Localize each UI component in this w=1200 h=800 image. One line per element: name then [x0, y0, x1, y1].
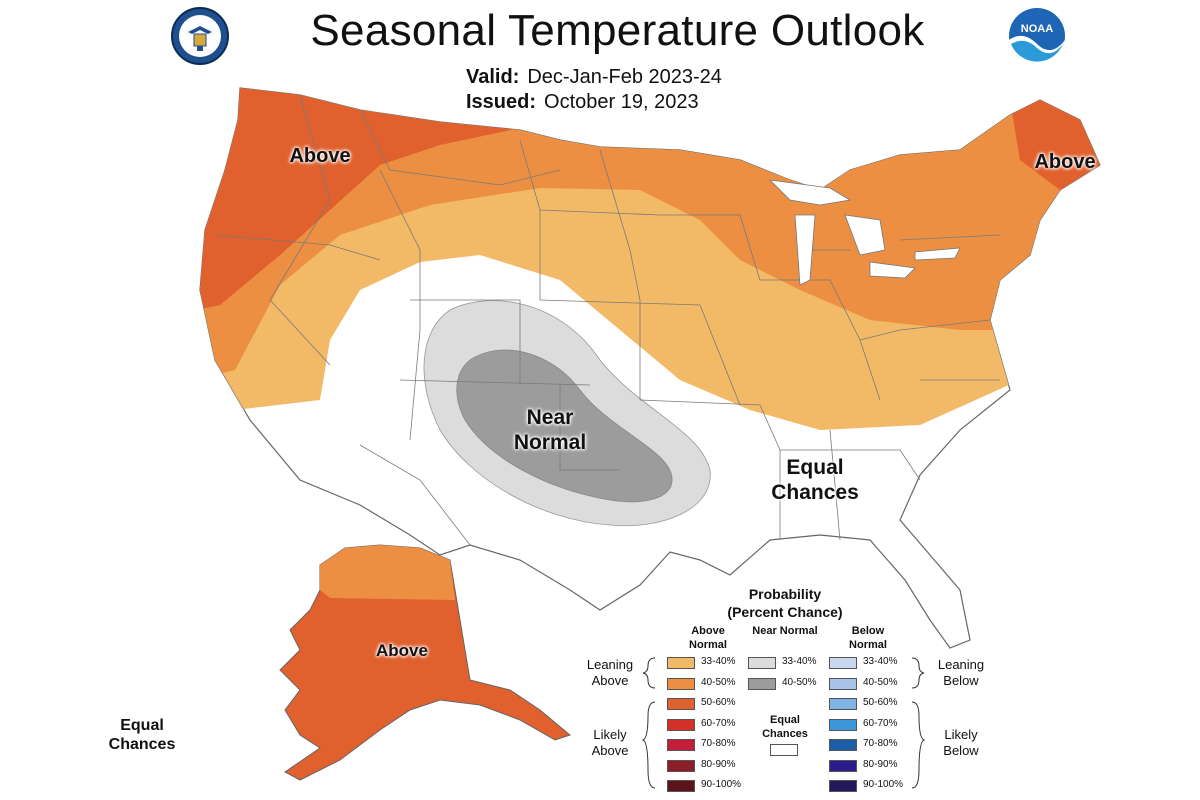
legend-above-header: Above Normal: [689, 625, 727, 651]
legend-near-label-1: 33-40%: [782, 656, 817, 667]
legend-below-swatch-6: [829, 759, 857, 772]
legend-above-label-4: 60-70%: [701, 717, 736, 729]
legend-above-swatch-6: [667, 759, 695, 772]
legend-above-swatch-3: [667, 698, 695, 710]
legend-below-label-3: 50-60%: [863, 697, 898, 708]
issued-label: Issued:: [466, 91, 537, 113]
legend-below-label-5: 70-80%: [863, 738, 898, 749]
legend-below-swatch-2: [829, 677, 857, 690]
label-above-alaska: Above: [376, 641, 428, 660]
valid-line: Valid: Dec-Jan-Feb 2023-24: [466, 66, 722, 89]
legend-above-swatch-7: [667, 780, 695, 792]
legend-likely-below: Likely Below: [943, 727, 979, 759]
legend-near-header: Near Normal: [752, 625, 818, 637]
legend-leaning-below: Leaning Below: [937, 657, 985, 689]
legend-below-label-2: 40-50%: [863, 676, 898, 688]
legend-above-label-3: 50-60%: [701, 697, 736, 708]
legend-below-label-4: 60-70%: [863, 717, 898, 729]
legend-subtitle: (Percent Chance): [727, 604, 843, 620]
legend-above-label-5: 70-80%: [701, 738, 736, 749]
label-equal-chances-alaska: Equal Chances: [108, 717, 176, 754]
legend-above-swatch-1: [667, 657, 695, 669]
label-above-northeast: Above: [1034, 151, 1096, 173]
legend-near-label-2: 40-50%: [782, 676, 817, 688]
legend-below-header: Below Normal: [849, 625, 887, 651]
legend-above-swatch-2: [667, 677, 695, 690]
above-50-60-northwest-region: [200, 88, 560, 320]
great-lakes: [768, 179, 961, 286]
legend-near-swatch-1: [748, 657, 776, 669]
legend-below-swatch-7: [829, 780, 857, 792]
legend-below-label-6: 80-90%: [863, 758, 898, 770]
legend-equal-chances: Equal Chances: [762, 714, 808, 740]
valid-label: Valid:: [466, 66, 520, 88]
commerce-seal-icon: [171, 7, 229, 65]
label-equal-chances-southeast: Equal Chances: [771, 456, 859, 505]
label-above-northwest: Above: [289, 145, 351, 167]
legend-leaning-above: Leaning Above: [586, 657, 634, 689]
issued-line: Issued: October 19, 2023: [466, 91, 699, 114]
legend-above-label-2: 40-50%: [701, 676, 736, 688]
legend-swatch-equal-chances: [770, 744, 798, 756]
alaska-above-40-50-region: [320, 545, 455, 600]
legend-near-swatch-2: [748, 677, 776, 690]
legend-above-label-6: 80-90%: [701, 758, 736, 770]
legend-below-swatch-5: [829, 739, 857, 751]
legend-above-swatch-5: [667, 739, 695, 751]
legend-above-swatch-4: [667, 718, 695, 731]
legend-above-label-1: 33-40%: [701, 656, 736, 667]
label-near-normal: Near Normal: [513, 406, 587, 455]
noaa-logo-text: NOAA: [1021, 23, 1053, 35]
legend-below-label-7: 90-100%: [863, 779, 904, 790]
noaa-logo-icon: NOAA: [1009, 8, 1065, 66]
legend-below-swatch-4: [829, 718, 857, 731]
alaska-outline: [279, 544, 572, 781]
legend-likely-above: Likely Above: [591, 727, 629, 759]
valid-value: Dec-Jan-Feb 2023-24: [527, 66, 722, 88]
legend-below-swatch-1: [829, 657, 857, 669]
legend-below-swatch-3: [829, 698, 857, 710]
legend-below-label-1: 33-40%: [863, 656, 898, 667]
state-borders: [214, 94, 1001, 546]
figure-title: Seasonal Temperature Outlook: [310, 6, 925, 55]
legend-title: Probability: [748, 586, 822, 602]
legend-above-label-7: 90-100%: [701, 779, 742, 790]
issued-value: October 19, 2023: [544, 91, 699, 113]
near-normal-40-50-region: [456, 349, 673, 503]
